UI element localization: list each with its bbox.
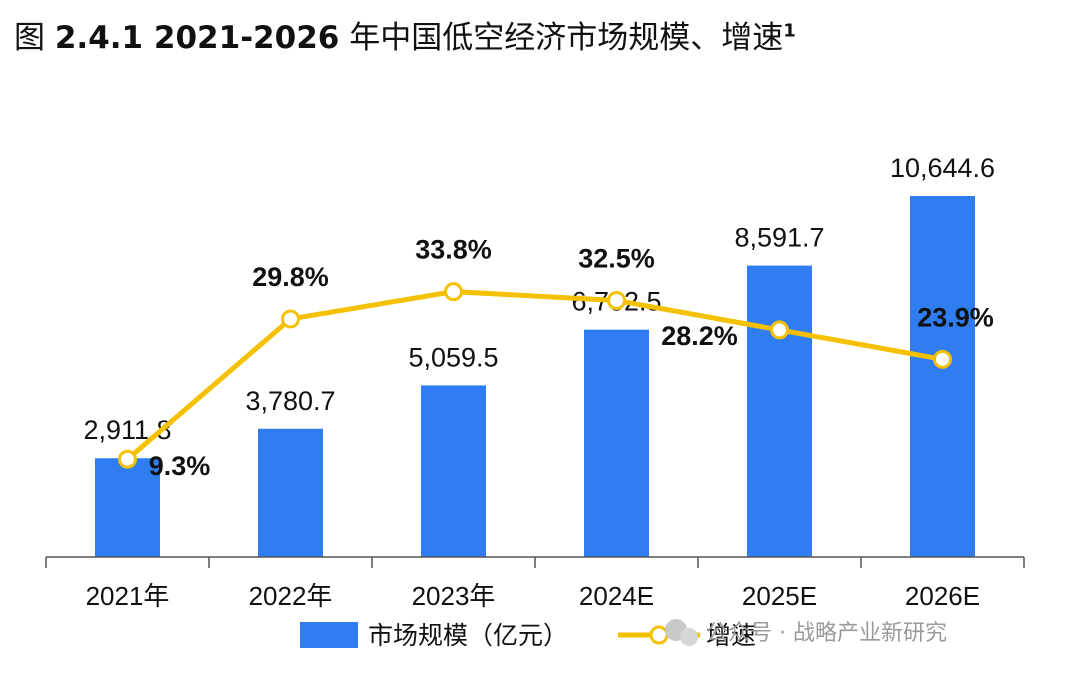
x-tick-label: 2025E — [742, 581, 817, 611]
x-tick-label: 2026E — [905, 581, 980, 611]
x-tick-label: 2022年 — [249, 581, 333, 611]
title-prefix: 图 — [14, 20, 55, 56]
bar-value-label: 8,591.7 — [734, 223, 824, 253]
title-number: 2.4.1 2021-2026 — [54, 20, 340, 56]
chart-title: 图 2.4.1 2021-2026 年中国低空经济市场规模、增速1 — [14, 12, 796, 57]
wechat-icon-secondary — [680, 628, 698, 646]
legend-bar-label: 市场规模（亿元） — [368, 621, 568, 650]
bar-value-labels: 2,911.83,780.75,059.56,702.58,591.710,64… — [83, 153, 995, 445]
bar-value-label: 2,911.8 — [83, 415, 171, 445]
bar-value-label: 10,644.6 — [890, 153, 995, 183]
rate-value-label: 32.5% — [578, 244, 655, 274]
growth-rate-line — [125, 289, 943, 462]
x-tick-label: 2023年 — [412, 581, 496, 611]
bar-2025E — [747, 265, 812, 557]
bar-series — [95, 195, 975, 558]
rate-point — [281, 309, 300, 329]
rate-value-label: 33.8% — [415, 235, 492, 265]
bar-value-label: 3,780.7 — [245, 386, 335, 416]
legend-bar-swatch — [300, 622, 358, 648]
x-tick-label: 2021年 — [86, 581, 170, 611]
bar-2021年 — [95, 458, 160, 557]
legend: 市场规模（亿元） 增速 — [300, 621, 756, 650]
rate-point — [933, 349, 952, 369]
legend-line-label: 增速 — [706, 621, 756, 650]
rate-value-label: 28.2% — [661, 321, 738, 351]
bar-2026E — [910, 195, 975, 558]
growth-rate-labels: 9.3% 29.8% 33.8% 32.5% 28.2% 23.9% — [149, 235, 994, 482]
legend-line-marker — [649, 625, 669, 645]
bar-2023年 — [421, 385, 486, 557]
bar-2024E — [584, 329, 649, 557]
rate-point — [444, 282, 463, 302]
rate-value-label: 29.8% — [252, 262, 329, 292]
rate-point — [118, 449, 137, 469]
rate-point — [607, 291, 626, 310]
watermark: 公众号 · 战略产业新研究 — [665, 619, 947, 646]
bar-2022年 — [258, 428, 323, 557]
title-text: 年中国低空经济市场规模、增速 — [339, 20, 784, 56]
bar-value-label: 5,059.5 — [408, 342, 498, 372]
rate-value-label: 23.9% — [917, 302, 994, 332]
rate-value-label: 9.3% — [149, 451, 211, 481]
title-footnote: 1 — [783, 20, 796, 42]
x-axis-labels: 2021年 2022年 2023年 2024E 2025E 2026E — [86, 581, 981, 611]
growth-rate-markers — [118, 282, 952, 469]
x-tick-label: 2024E — [579, 581, 654, 611]
watermark-text: 公众号 · 战略产业新研究 — [706, 621, 947, 646]
rate-point — [770, 320, 789, 340]
x-axis-ticks — [45, 557, 1025, 568]
